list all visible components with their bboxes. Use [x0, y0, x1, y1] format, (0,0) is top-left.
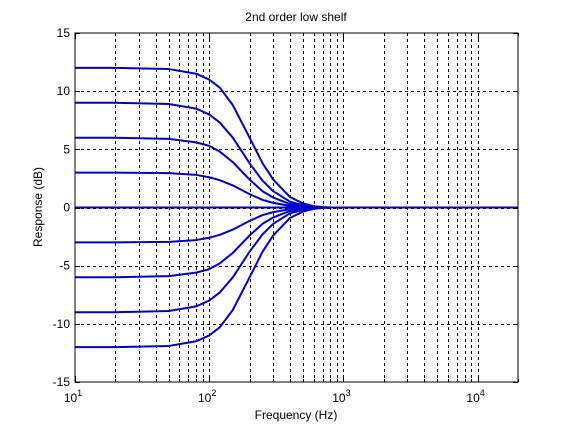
- y-tick-label: -5: [59, 259, 70, 273]
- y-tick-label: 10: [57, 84, 71, 98]
- y-tick-label: 15: [57, 26, 71, 40]
- x-tick-label: 104: [466, 388, 484, 405]
- chart-title: 2nd order low shelf: [245, 10, 347, 24]
- plot-frame: [74, 32, 519, 383]
- y-tick-label: 5: [63, 142, 70, 156]
- x-tick-label: 103: [332, 388, 350, 405]
- series-line-8: [75, 206, 518, 349]
- series-layer: [75, 66, 518, 349]
- x-tick-label: 101: [64, 388, 82, 405]
- ticks: [75, 33, 519, 383]
- x-axis-label: Frequency (Hz): [255, 408, 338, 422]
- y-tick-label: -10: [53, 317, 71, 331]
- tick-labels: -15 -10 -5 0 5 10 15 101 102 103 104: [53, 26, 485, 405]
- y-tick-label: -15: [53, 375, 71, 389]
- y-tick-label: 0: [63, 201, 70, 215]
- x-tick-label: 102: [198, 388, 216, 405]
- y-axis-label: Response (dB): [31, 167, 45, 247]
